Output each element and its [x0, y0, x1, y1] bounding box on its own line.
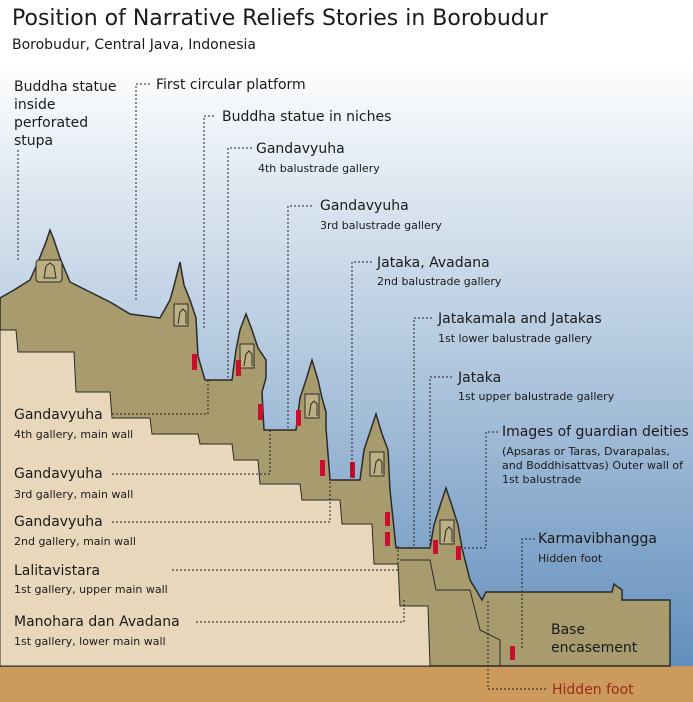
label-base-encasement: Base encasement [551, 622, 638, 656]
left-label-detail: 1st gallery, lower main wall [14, 635, 166, 648]
left-label-title: Gandavyuha [14, 466, 103, 482]
relief-marker [385, 512, 390, 526]
relief-marker [385, 532, 390, 546]
relief-markers [192, 354, 515, 660]
label-karmavibhangga-title: Karmavibhangga [538, 531, 657, 547]
relief-marker [258, 404, 263, 420]
buddha-figures [43, 262, 453, 543]
diagram-title: Position of Narrative Reliefs Stories in… [12, 6, 548, 31]
label-guardians-detail: (Apsaras or Taras, Dvarapalas, and Boddh… [502, 445, 687, 486]
relief-marker [433, 540, 438, 554]
label-guardians-title: Images of guardian deities [502, 424, 689, 440]
left-label-title: Gandavyuha [14, 407, 103, 423]
label-gandavyuha-4bal-detail: 4th balustrade gallery [258, 162, 380, 175]
label-jatakamala-title: Jatakamala and Jatakas [437, 311, 602, 327]
label-jatakamala-detail: 1st lower balustrade gallery [438, 332, 593, 345]
label-jataka-upper-title: Jataka [457, 370, 501, 386]
diagram-subtitle: Borobudur, Central Java, Indonesia [12, 37, 256, 53]
stupa-details [35, 259, 455, 545]
ground-strip [0, 666, 693, 702]
label-jataka-upper-detail: 1st upper balustrade gallery [458, 390, 615, 403]
left-label-title: Gandavyuha [14, 514, 103, 530]
label-gandavyuha-3bal-title: Gandavyuha [320, 198, 409, 214]
label-hidden-foot: Hidden foot [552, 682, 634, 698]
leader-lines [17, 83, 546, 690]
relief-marker [320, 460, 325, 476]
label-karmavibhangga-detail: Hidden foot [538, 552, 603, 565]
relief-marker [296, 410, 301, 426]
left-label-title: Lalitavistara [14, 563, 100, 579]
left-label-detail: 4th gallery, main wall [14, 428, 133, 441]
label-gandavyuha-3bal-detail: 3rd balustrade gallery [320, 219, 442, 232]
label-buddha-niches: Buddha statue in niches [222, 109, 391, 125]
label-first-circular: First circular platform [156, 77, 306, 93]
left-label-detail: 2nd gallery, main wall [14, 535, 136, 548]
monument-core [0, 329, 431, 667]
label-buddha-stupa: Buddha statue inside perforated stupa [14, 79, 121, 149]
relief-marker [456, 546, 461, 560]
left-labels: Gandavyuha 4th gallery, main wall Gandav… [14, 407, 180, 648]
relief-marker [510, 646, 515, 660]
left-label-detail: 1st gallery, upper main wall [14, 583, 168, 596]
left-label-detail: 3rd gallery, main wall [14, 488, 133, 501]
label-jataka-avadana-title: Jataka, Avadana [376, 255, 490, 271]
left-label-title: Manohara dan Avadana [14, 614, 180, 630]
label-jataka-avadana-detail: 2nd balustrade gallery [377, 275, 502, 288]
callouts: Buddha statue inside perforated stupa Fi… [14, 77, 689, 698]
relief-marker [192, 354, 197, 370]
label-gandavyuha-4bal-title: Gandavyuha [256, 141, 345, 157]
relief-marker [236, 360, 241, 376]
terrace-steps [400, 559, 501, 666]
